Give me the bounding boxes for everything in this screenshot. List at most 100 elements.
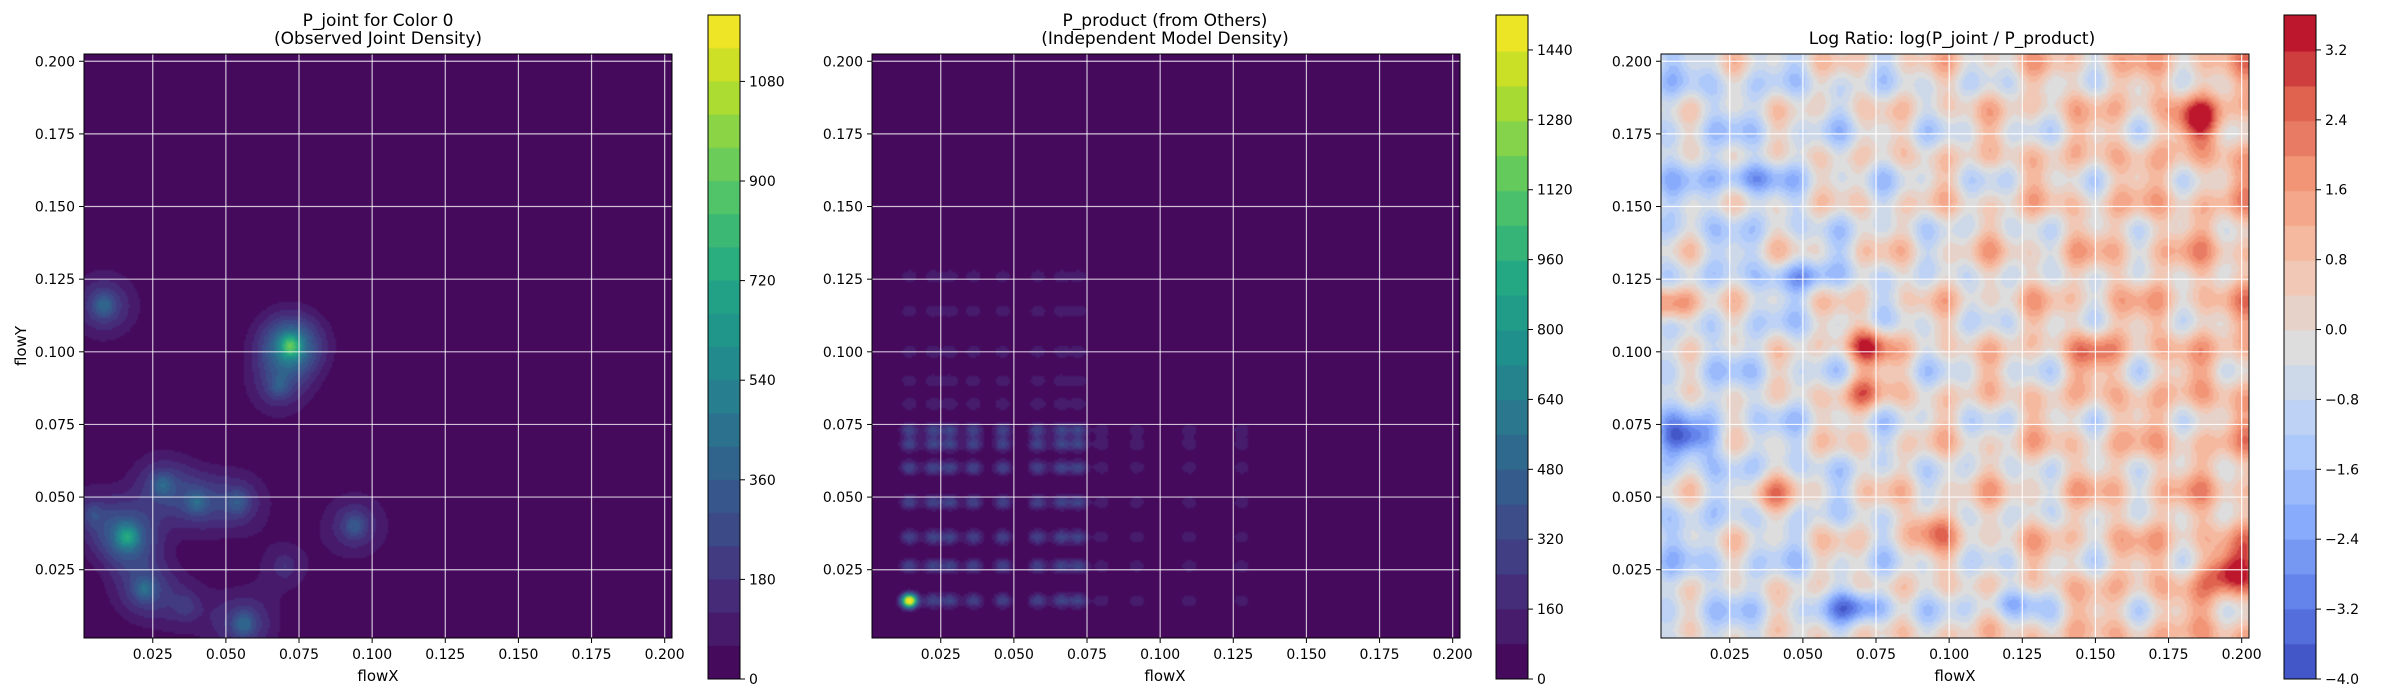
colorbar-tick-label: 3.2 bbox=[2325, 43, 2347, 59]
colorbar-frame bbox=[2283, 14, 2317, 680]
x-tick-label: 0.100 bbox=[1140, 647, 1180, 663]
x-tick-label: 0.075 bbox=[279, 647, 319, 663]
y-tick-label: 0.050 bbox=[35, 490, 75, 506]
colorbar-gradient bbox=[708, 15, 740, 679]
colorbar-tick-label: 800 bbox=[1537, 323, 1564, 339]
x-tick-label: 0.125 bbox=[425, 647, 465, 663]
x-tick-label: 0.150 bbox=[1286, 647, 1326, 663]
y-tick-label: 0.075 bbox=[1612, 417, 1652, 433]
density-field bbox=[872, 54, 1460, 638]
x-axis-label: flowX bbox=[1934, 667, 1975, 685]
colorbar-tick-label: 1.6 bbox=[2325, 183, 2347, 199]
y-tick-label: 0.175 bbox=[35, 127, 75, 143]
panel-log-ratio: Log Ratio: log(P_joint / P_product) 0.02… bbox=[1612, 14, 2359, 688]
grid bbox=[84, 54, 672, 638]
y-tick-label: 0.025 bbox=[35, 563, 75, 579]
x-tick-label: 0.100 bbox=[352, 647, 392, 663]
colorbar-tick-label: 960 bbox=[1537, 253, 1564, 269]
colorbar-tick-label: −1.6 bbox=[2325, 462, 2359, 478]
y-tick-label: 0.025 bbox=[823, 563, 863, 579]
colorbar-tick-label: 720 bbox=[749, 274, 776, 290]
log-ratio-field bbox=[1661, 54, 2249, 638]
colorbar-tick-label: 1080 bbox=[749, 74, 785, 90]
colorbar-tick-label: −3.2 bbox=[2325, 602, 2359, 618]
chart-title: P_joint for Color 0 bbox=[303, 11, 454, 31]
x-tick-label: 0.175 bbox=[1360, 647, 1400, 663]
colorbar-tick-label: 1280 bbox=[1537, 113, 1573, 129]
colorbar-tick-label: 0.8 bbox=[2325, 253, 2347, 269]
colorbar-ticks: 0 180 360 540 720 900 1080 bbox=[740, 74, 785, 688]
colorbar-tick-label: 640 bbox=[1537, 392, 1564, 408]
colorbar-tick-label: 1120 bbox=[1537, 183, 1573, 199]
x-tick-label: 0.050 bbox=[994, 647, 1034, 663]
colorbar-tick-label: 1440 bbox=[1537, 43, 1573, 59]
chart-title: Log Ratio: log(P_joint / P_product) bbox=[1809, 29, 2095, 49]
colorbar-gradient bbox=[1496, 15, 1528, 679]
x-tick-label: 0.200 bbox=[1433, 647, 1473, 663]
y-tick-label: 0.125 bbox=[1612, 272, 1652, 288]
y-tick-label: 0.025 bbox=[1612, 563, 1652, 579]
y-tick-label: 0.050 bbox=[1612, 490, 1652, 506]
panel-joint: P_joint for Color 0 (Observed Joint Dens… bbox=[12, 11, 785, 688]
y-axis-label: flowY bbox=[12, 325, 30, 366]
colorbar-tick-label: −2.4 bbox=[2325, 532, 2359, 548]
x-tick-label: 0.175 bbox=[2149, 647, 2189, 663]
x-tick-label: 0.025 bbox=[921, 647, 961, 663]
y-tick-label: 0.175 bbox=[823, 127, 863, 143]
x-tick-label: 0.150 bbox=[498, 647, 538, 663]
y-tick-label: 0.150 bbox=[35, 200, 75, 216]
colorbar-frame bbox=[1495, 14, 1529, 680]
colorbar-tick-label: 0 bbox=[1537, 672, 1546, 688]
colorbar-ticks: −4.0 −3.2 −2.4 −1.6 −0.8 0.0 0.8 1.6 2.4 3.2 bbox=[2316, 43, 2359, 688]
y-axis: 0.025 0.050 0.075 0.100 0.125 0.150 0.175 0.200 bbox=[1612, 54, 1661, 579]
colorbar-tick-label: 320 bbox=[1537, 532, 1564, 548]
colorbar-tick-label: −0.8 bbox=[2325, 392, 2359, 408]
colorbar-frame bbox=[707, 14, 741, 680]
x-tick-label: 0.100 bbox=[1929, 647, 1969, 663]
grid bbox=[872, 54, 1460, 638]
x-tick-label: 0.075 bbox=[1856, 647, 1896, 663]
colorbar: 0 160 320 480 640 800 960 1120 1280 1440 bbox=[1495, 14, 1573, 688]
x-tick-label: 0.050 bbox=[1783, 647, 1823, 663]
grid bbox=[1661, 54, 2249, 638]
y-tick-label: 0.150 bbox=[1612, 200, 1652, 216]
x-axis: 0.025 0.050 0.075 0.100 0.125 0.150 0.175 0.200 bbox=[921, 638, 1473, 663]
colorbar-tick-label: 540 bbox=[749, 373, 776, 389]
colorbar-tick-label: 360 bbox=[749, 473, 776, 489]
x-tick-label: 0.125 bbox=[1213, 647, 1253, 663]
colorbar-ticks: 0 160 320 480 640 800 960 1120 1280 1440 bbox=[1528, 43, 1573, 688]
x-axis: 0.025 0.050 0.075 0.100 0.125 0.150 0.175 0.200 bbox=[1710, 638, 2262, 663]
y-tick-label: 0.200 bbox=[1612, 54, 1652, 70]
x-tick-label: 0.175 bbox=[572, 647, 612, 663]
x-axis-label: flowX bbox=[357, 667, 398, 685]
y-axis: 0.025 0.050 0.075 0.100 0.125 0.150 0.175 0.200 bbox=[35, 54, 84, 579]
x-tick-label: 0.025 bbox=[1710, 647, 1750, 663]
density-field bbox=[84, 54, 672, 638]
colorbar-tick-label: 0.0 bbox=[2325, 323, 2347, 339]
colorbar-tick-label: 0 bbox=[749, 672, 758, 688]
x-tick-label: 0.200 bbox=[645, 647, 685, 663]
colorbar-tick-label: 180 bbox=[749, 572, 776, 588]
colorbar-tick-label: −4.0 bbox=[2325, 672, 2359, 688]
colorbar-tick-label: 900 bbox=[749, 174, 776, 190]
chart-title: P_product (from Others) bbox=[1063, 11, 1268, 31]
x-tick-label: 0.150 bbox=[2075, 647, 2115, 663]
y-tick-label: 0.100 bbox=[35, 345, 75, 361]
colorbar-tick-label: 2.4 bbox=[2325, 113, 2347, 129]
chart-subtitle: (Independent Model Density) bbox=[1041, 29, 1289, 49]
y-tick-label: 0.125 bbox=[823, 272, 863, 288]
colorbar: 0 180 360 540 720 900 1080 bbox=[707, 14, 785, 688]
plot-frame bbox=[83, 53, 673, 639]
panel-product: P_product (from Others) (Independent Mod… bbox=[823, 11, 1573, 688]
y-tick-label: 0.075 bbox=[35, 417, 75, 433]
y-tick-label: 0.075 bbox=[823, 417, 863, 433]
colorbar: −4.0 −3.2 −2.4 −1.6 −0.8 0.0 0.8 1.6 2.4 3.2 bbox=[2283, 14, 2359, 688]
x-tick-label: 0.050 bbox=[206, 647, 246, 663]
y-tick-label: 0.175 bbox=[1612, 127, 1652, 143]
y-tick-label: 0.200 bbox=[35, 54, 75, 70]
plot-frame bbox=[1660, 53, 2250, 639]
x-axis-label: flowX bbox=[1144, 667, 1185, 685]
y-tick-label: 0.125 bbox=[35, 272, 75, 288]
colorbar-gradient bbox=[2284, 15, 2316, 679]
